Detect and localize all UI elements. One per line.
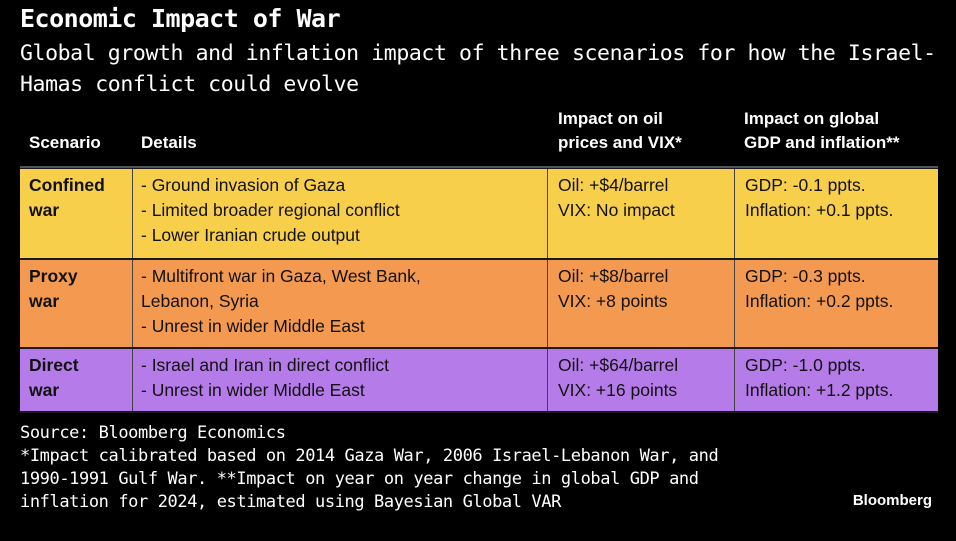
detail-line: - Ground invasion of Gaza [141, 175, 346, 195]
header-gdp-impact: Impact on global GDP and inflation** [744, 107, 900, 155]
detail-line: - Limited broader regional conflict [141, 200, 400, 220]
details-cell: - Multifront war in Gaza, West Bank, Leb… [132, 260, 547, 347]
header-oil-impact: Impact on oil prices and VIX* [558, 107, 682, 155]
header-gdp-line: Impact on global [744, 109, 880, 128]
scenario-cell: Proxy war [20, 260, 132, 347]
detail-line: - Unrest in wider Middle East [141, 380, 365, 400]
header-scenario: Scenario [29, 133, 101, 152]
gdp-line: GDP: -1.0 ppts. [745, 355, 866, 375]
inflation-line: Inflation: +1.2 ppts. [745, 380, 894, 400]
subtitle-line: Hamas conflict could evolve [20, 72, 359, 97]
detail-line: - Lower Iranian crude output [141, 225, 360, 245]
oil-impact-cell: Oil: +$4/barrel VIX: No impact [547, 169, 734, 258]
gdp-impact-cell: GDP: -0.1 ppts. Inflation: +0.1 ppts. [734, 169, 938, 258]
oil-impact-cell: Oil: +$64/barrel VIX: +16 points [547, 349, 734, 411]
table-row-direct-war: Direct war - Israel and Iran in direct c… [20, 349, 938, 413]
oil-line: Oil: +$4/barrel [558, 175, 669, 195]
gdp-line: GDP: -0.3 ppts. [745, 266, 866, 286]
scenario-name: war [29, 380, 60, 400]
vix-line: VIX: No impact [558, 200, 675, 220]
scenario-name: war [29, 200, 60, 220]
details-cell: - Ground invasion of Gaza - Limited broa… [132, 169, 547, 258]
header-oil-line: prices and VIX* [558, 133, 682, 152]
inflation-line: Inflation: +0.1 ppts. [745, 200, 894, 220]
gdp-line: GDP: -0.1 ppts. [745, 175, 866, 195]
scenario-name: Proxy [29, 266, 78, 286]
subtitle-line: Global growth and inflation impact of th… [20, 41, 936, 66]
details-cell: - Israel and Iran in direct conflict - U… [132, 349, 547, 411]
footnote-line: inflation for 2024, estimated using Baye… [20, 492, 561, 512]
scenario-name: Direct [29, 355, 79, 375]
vix-line: VIX: +16 points [558, 380, 678, 400]
scenario-name: Confined [29, 175, 105, 195]
source-note: Source: Bloomberg Economics [20, 423, 286, 443]
footnote-line: *Impact calibrated based on 2014 Gaza Wa… [20, 446, 719, 466]
header-gdp-line: GDP and inflation** [744, 133, 900, 152]
scenario-table: Scenario Details Impact on oil prices an… [20, 103, 938, 413]
vix-line: VIX: +8 points [558, 291, 668, 311]
footnote-line: 1990-1991 Gulf War. **Impact on year on … [20, 469, 699, 489]
table-header: Scenario Details Impact on oil prices an… [20, 103, 938, 168]
oil-impact-cell: Oil: +$8/barrel VIX: +8 points [547, 260, 734, 347]
detail-line: - Israel and Iran in direct conflict [141, 355, 390, 375]
detail-line: - Unrest in wider Middle East [141, 316, 365, 336]
detail-line: Lebanon, Syria [141, 291, 259, 311]
bloomberg-logo: Bloomberg [852, 492, 932, 509]
oil-line: Oil: +$64/barrel [558, 355, 679, 375]
footnotes: Source: Bloomberg Economics *Impact cali… [20, 422, 719, 514]
inflation-line: Inflation: +0.2 ppts. [745, 291, 894, 311]
chart-subtitle: Global growth and inflation impact of th… [20, 38, 940, 100]
header-oil-line: Impact on oil [558, 109, 663, 128]
table-row-proxy-war: Proxy war - Multifront war in Gaza, West… [20, 260, 938, 349]
detail-line: - Multifront war in Gaza, West Bank, [141, 266, 421, 286]
scenario-cell: Confined war [20, 169, 132, 258]
gdp-impact-cell: GDP: -0.3 ppts. Inflation: +0.2 ppts. [734, 260, 938, 347]
chart-title: Economic Impact of War [20, 4, 341, 33]
table-row-confined-war: Confined war - Ground invasion of Gaza -… [20, 168, 938, 260]
scenario-name: war [29, 291, 60, 311]
scenario-cell: Direct war [20, 349, 132, 411]
gdp-impact-cell: GDP: -1.0 ppts. Inflation: +1.2 ppts. [734, 349, 938, 411]
oil-line: Oil: +$8/barrel [558, 266, 669, 286]
header-details: Details [141, 133, 197, 152]
